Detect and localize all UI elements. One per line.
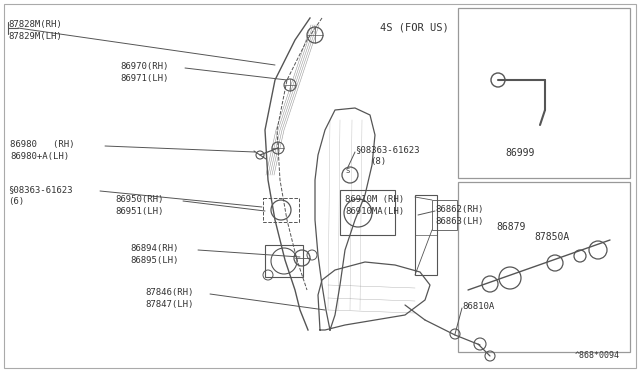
Text: 86810A: 86810A	[462, 302, 494, 311]
Bar	[263, 198, 299, 222]
Bar	[432, 200, 457, 230]
Text: 87850A: 87850A	[534, 232, 569, 242]
Text: 87847(LH): 87847(LH)	[145, 300, 193, 309]
Text: 86910M (RH): 86910M (RH)	[345, 195, 404, 204]
Text: 86971(LH): 86971(LH)	[120, 74, 168, 83]
Text: 86862(RH): 86862(RH)	[435, 205, 483, 214]
Text: 86999: 86999	[505, 148, 534, 158]
Text: §08363-61623: §08363-61623	[355, 145, 419, 154]
Bar	[415, 195, 437, 275]
Text: 86970(RH): 86970(RH)	[120, 62, 168, 71]
Bar	[458, 8, 630, 178]
Text: 86980   (RH): 86980 (RH)	[10, 140, 74, 149]
Text: 86951(LH): 86951(LH)	[115, 207, 163, 216]
Text: (6): (6)	[8, 197, 24, 206]
Text: 86980+A(LH): 86980+A(LH)	[10, 152, 69, 161]
Text: 87846(RH): 87846(RH)	[145, 288, 193, 297]
Text: (8): (8)	[370, 157, 386, 166]
Text: 86895(LH): 86895(LH)	[130, 256, 179, 265]
Text: 86894(RH): 86894(RH)	[130, 244, 179, 253]
Bar	[340, 190, 395, 235]
Text: 4S (FOR US): 4S (FOR US)	[380, 22, 449, 32]
Text: 87829M(LH): 87829M(LH)	[8, 32, 61, 41]
Text: 86950(RH): 86950(RH)	[115, 195, 163, 204]
Text: §08363-61623: §08363-61623	[8, 185, 72, 194]
Bar	[458, 182, 630, 352]
Text: ^868*0094: ^868*0094	[575, 351, 620, 360]
Text: 86910MA(LH): 86910MA(LH)	[345, 207, 404, 216]
Bar	[265, 245, 303, 277]
Text: 87828M(RH): 87828M(RH)	[8, 20, 61, 29]
Text: S: S	[346, 168, 350, 174]
Text: 86879: 86879	[496, 222, 525, 232]
Text: 86863(LH): 86863(LH)	[435, 217, 483, 226]
